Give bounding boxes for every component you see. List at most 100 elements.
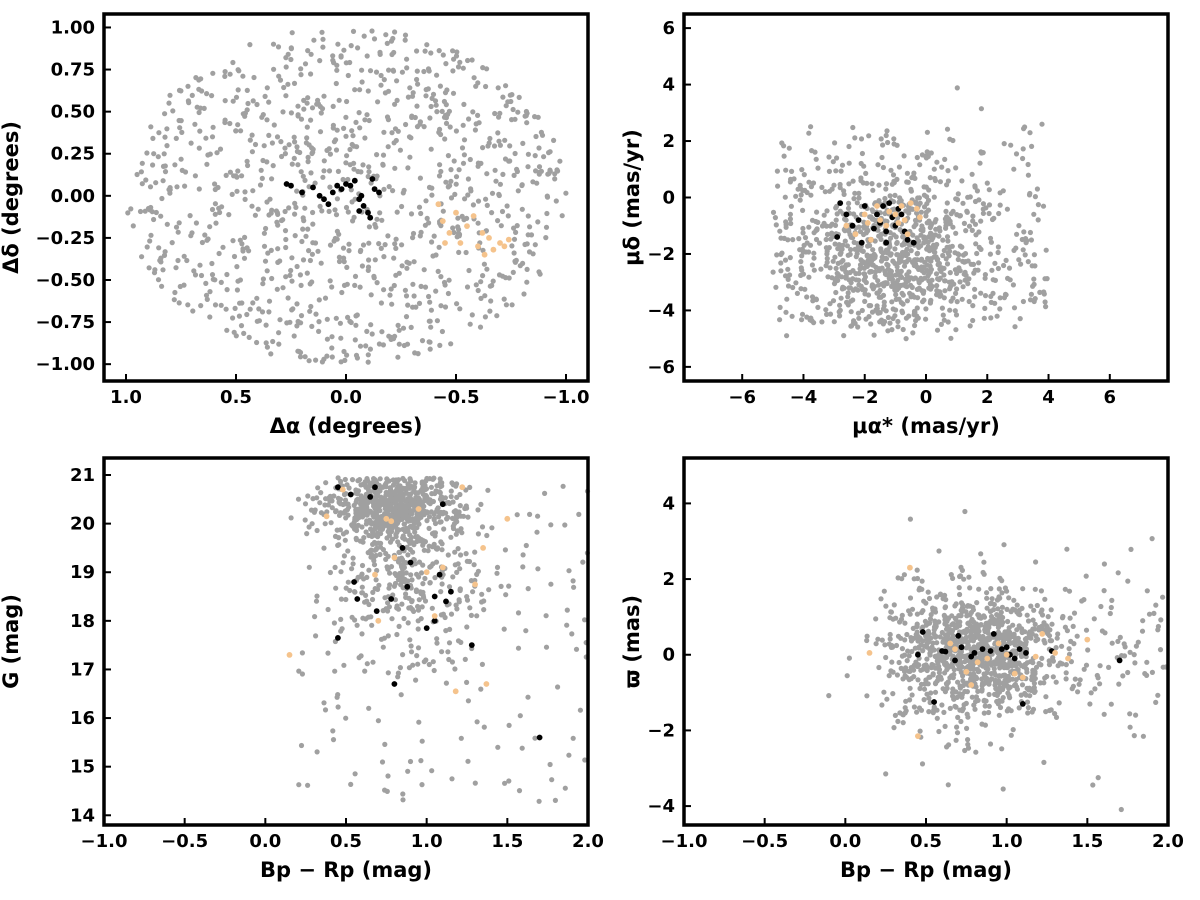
field-point (147, 184, 154, 190)
field-point (288, 267, 294, 274)
field-point (868, 321, 874, 327)
field-point (510, 269, 516, 275)
field-point (1083, 662, 1090, 668)
field-point (404, 259, 410, 265)
field-point (345, 579, 351, 585)
field-point (1020, 247, 1026, 253)
field-point (1013, 677, 1019, 683)
field-point (323, 480, 329, 486)
series-point (880, 203, 886, 209)
field-point (777, 317, 783, 323)
field-point (856, 190, 862, 196)
series-point (321, 196, 327, 203)
field-point (1085, 647, 1091, 653)
field-point (475, 198, 482, 204)
field-point (297, 272, 303, 278)
field-point (1014, 602, 1020, 608)
field-point (396, 549, 402, 556)
field-point (405, 302, 411, 308)
field-point (291, 155, 297, 161)
field-point (314, 749, 320, 755)
field-point (305, 493, 311, 499)
field-point (400, 190, 406, 196)
field-point (377, 551, 383, 558)
field-point (247, 137, 253, 143)
field-point (371, 539, 378, 546)
field-point (346, 241, 352, 247)
field-point (862, 298, 868, 304)
field-point (266, 212, 272, 218)
field-point (547, 761, 553, 768)
field-point (882, 195, 888, 202)
field-point (1158, 617, 1164, 623)
field-point (159, 283, 165, 289)
field-point (181, 253, 187, 259)
field-point (1021, 126, 1027, 132)
series-point (329, 189, 336, 196)
field-point (923, 306, 929, 312)
field-point (125, 210, 131, 216)
field-point (953, 290, 959, 296)
field-point (855, 324, 861, 330)
field-point (327, 242, 334, 248)
field-point (891, 232, 897, 238)
field-point (421, 547, 427, 553)
field-point (815, 165, 821, 171)
field-point (885, 139, 891, 146)
field-point (396, 341, 402, 347)
field-point (455, 546, 461, 552)
field-point (968, 609, 975, 616)
field-point (448, 195, 455, 201)
field-point (1101, 711, 1107, 717)
field-point (961, 220, 968, 226)
field-point (235, 122, 241, 128)
field-point (199, 239, 205, 246)
series-point (351, 177, 358, 184)
field-point (930, 710, 936, 716)
field-point (1025, 705, 1031, 711)
field-point (964, 208, 970, 214)
field-point (962, 747, 968, 754)
field-point (302, 354, 308, 360)
field-point (930, 671, 936, 677)
field-point (254, 295, 260, 301)
field-point (277, 317, 283, 323)
field-point (464, 624, 470, 630)
field-point (774, 252, 780, 258)
x-axis-label: μα* (mas/yr) (852, 414, 1000, 438)
field-point (921, 288, 927, 294)
field-point (966, 574, 972, 580)
series-point (443, 598, 449, 605)
field-point (357, 284, 363, 290)
field-point (327, 569, 333, 576)
field-point (415, 351, 421, 357)
field-point (933, 271, 940, 277)
field-point (283, 236, 289, 243)
field-point (427, 299, 433, 305)
series-point (974, 659, 981, 666)
field-point (317, 203, 323, 209)
y-tick-label: 14 (70, 805, 95, 826)
field-point (217, 146, 224, 152)
field-point (164, 143, 170, 149)
field-point (234, 287, 240, 293)
field-point (377, 210, 383, 216)
field-point (459, 530, 465, 536)
field-point (366, 240, 372, 246)
field-point (261, 243, 268, 249)
field-point (449, 515, 456, 522)
field-point (806, 179, 812, 185)
field-point (360, 162, 366, 168)
field-point (915, 295, 921, 301)
field-point (840, 284, 846, 290)
field-point (294, 144, 300, 150)
field-point (442, 304, 449, 310)
field-point (455, 215, 461, 221)
field-point (904, 658, 910, 664)
field-point (385, 608, 391, 614)
field-point (385, 511, 391, 517)
field-point (399, 263, 405, 269)
field-point (305, 154, 311, 160)
series-point (351, 579, 357, 585)
field-point (510, 106, 516, 113)
